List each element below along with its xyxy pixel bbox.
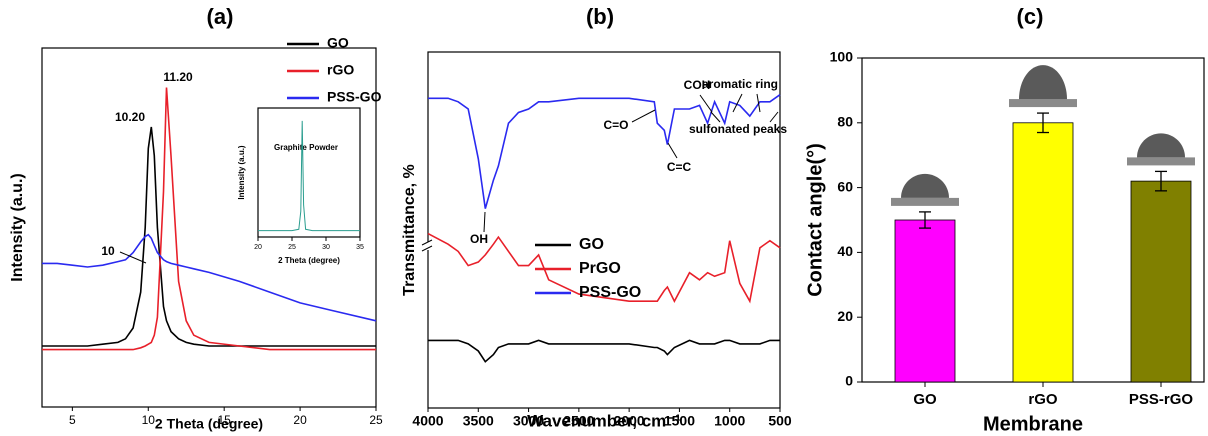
y-axis-label: Transmittance, % [401,164,418,296]
x-axis-label: Wavenumber, cm⁻¹ [527,411,681,430]
annotation: aromatic ring [702,77,778,91]
annotation: OH [470,232,488,246]
series-line [428,94,781,209]
panel-title: (b) [586,4,614,29]
y-axis-label: Intensity (a.u.) [9,173,26,281]
plot-frame [427,51,781,409]
annotation: C=O [603,118,628,132]
series-line [427,232,781,304]
annotation-arrow [710,111,721,123]
annotation-arrow [119,251,147,264]
x-tick-label: 5 [69,413,76,427]
series-line [258,120,360,232]
annotation-arrow [769,111,779,123]
annotation-arrow [667,142,678,159]
legend-label: GO [579,236,604,253]
annotation: 10.20 [115,110,145,124]
droplet-substrate [1009,99,1077,108]
annotation-arrow [732,93,743,113]
x-tick-label: 25 [369,413,383,427]
x-tick-label: 30 [322,244,330,251]
annotation-arrow [483,211,486,233]
x-tick-label: 3000 [513,413,544,429]
y-axis-label: Intensity (a.u.) [237,145,246,200]
bar [1130,180,1192,383]
y-tick-label: 0 [845,373,853,389]
droplet-substrate [1127,157,1195,166]
legend-label: rGO [327,62,354,78]
legend-label: PSS-GO [327,89,382,105]
x-tick-label: 20 [254,244,262,251]
droplet-substrate [891,197,959,206]
axis-break-gap [425,242,431,250]
annotation-arrow [699,94,713,113]
x-tick-label: 3500 [463,413,494,429]
axis-break [421,245,433,252]
x-tick-label: 2500 [563,413,594,429]
x-axis-label: Membrane [983,413,1083,435]
panel-title: (c) [1017,4,1044,29]
x-tick-label: 15 [218,413,232,427]
annotation-arrow [631,109,656,123]
x-axis-label: 2 Theta (degree) [278,256,340,265]
x-tick-label: 35 [356,244,364,251]
droplet [1137,133,1185,158]
x-tick-label: 25 [288,244,296,251]
axis-break [421,239,433,246]
y-tick-label: 100 [830,49,854,65]
bar [1012,122,1074,383]
annotation: C=C [667,160,692,174]
bar [894,219,956,383]
annotation: COH [684,78,711,92]
y-tick-label: 20 [837,308,853,324]
x-tick-label: 4000 [412,413,443,429]
annotation: 10 [101,244,115,258]
legend-label: PrGO [579,260,621,277]
x-tick-label: 1000 [714,413,745,429]
series-line [42,87,376,351]
x-tick-label: 1500 [664,413,695,429]
inset-frame [257,107,361,238]
x-tick-label: PSS-rGO [1129,391,1194,408]
droplet [901,173,949,198]
x-tick-label: 2000 [614,413,645,429]
y-axis-label: Contact angle(°) [804,143,826,297]
legend-label: GO [327,35,349,51]
annotation-arrow [756,93,761,113]
legend-label: PSS-GO [579,284,641,301]
x-tick-label: rGO [1028,391,1058,408]
inset-title: Graphite Powder [274,143,338,152]
x-tick-label: GO [913,391,937,408]
y-tick-label: 60 [837,178,853,194]
x-tick-label: 20 [293,413,307,427]
x-tick-label: 10 [142,413,156,427]
series-line [428,339,780,363]
y-tick-label: 80 [837,114,853,130]
series-line [42,233,377,322]
droplet [1019,65,1067,100]
plot-frame [41,47,377,408]
x-tick-label: 500 [768,413,792,429]
annotation: sulfonated peaks [689,122,787,136]
x-axis-label: 2 Theta (degree) [155,416,263,432]
panel-title: (a) [207,4,234,29]
annotation: 11.20 [163,70,193,84]
y-tick-label: 40 [837,243,853,259]
